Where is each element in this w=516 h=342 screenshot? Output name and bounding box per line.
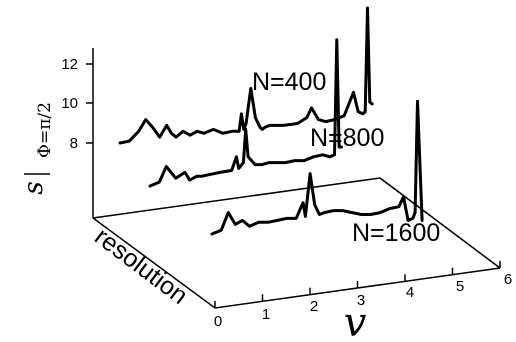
series-line-n800 bbox=[148, 38, 343, 188]
series-line-n1600 bbox=[210, 99, 424, 236]
x-axis-label: v bbox=[344, 300, 367, 342]
x-tick-label-5: 5 bbox=[456, 278, 464, 295]
series-line-n400 bbox=[118, 6, 374, 145]
y-tick-label-8: 8 bbox=[70, 135, 78, 152]
right-floor-line bbox=[379, 177, 501, 269]
y-axis-label-sub: Φ=π/2 bbox=[35, 102, 55, 158]
x-ticks: 0 1 2 3 4 5 6 bbox=[214, 261, 512, 330]
y-tick-label-12: 12 bbox=[61, 56, 78, 73]
svg-text:s: s bbox=[19, 181, 49, 194]
y-axis-label: s Φ=π/2 bbox=[19, 102, 55, 195]
y-ticks: 12 10 8 bbox=[61, 56, 93, 152]
x-tick-label-0: 0 bbox=[214, 313, 222, 330]
y-axis-label-main: s bbox=[19, 181, 49, 194]
x-tick-label-4: 4 bbox=[406, 284, 414, 301]
x-tick-label-2: 2 bbox=[310, 298, 318, 315]
x-tick-label-3: 3 bbox=[357, 292, 365, 309]
x-tick-label-1: 1 bbox=[262, 306, 270, 323]
series-label-n800: N=800 bbox=[310, 124, 384, 152]
series-label-n400: N=400 bbox=[252, 68, 326, 96]
series-label-n1600: N=1600 bbox=[352, 219, 440, 247]
y-tick-label-10: 10 bbox=[61, 95, 78, 112]
x-tick-label-6: 6 bbox=[504, 271, 512, 288]
depth-axis-label: resolution bbox=[89, 222, 192, 310]
back-floor-line bbox=[92, 177, 381, 219]
